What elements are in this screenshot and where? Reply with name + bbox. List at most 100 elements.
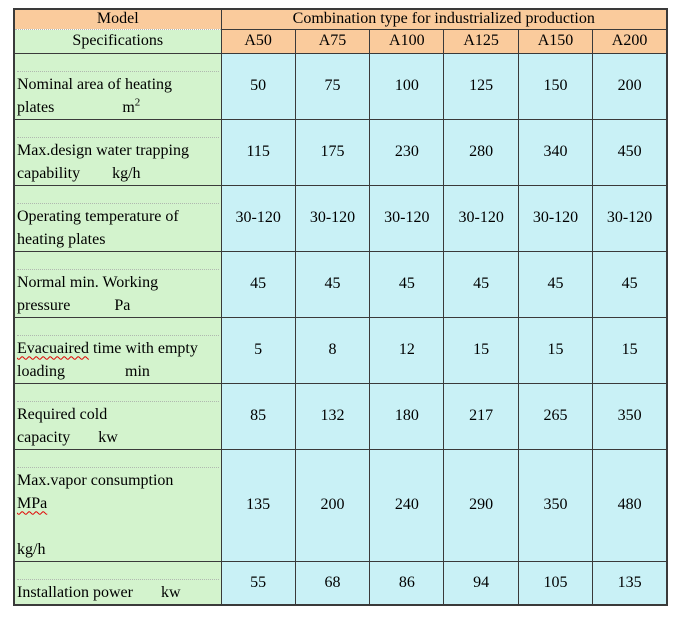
value-cell-evacuation-time-a50: 5 <box>220 316 296 384</box>
table-row-working-pressure: Normal min. Working pressure Pa 45 45 45 45 45… <box>13 250 668 318</box>
row-label-evacuation-time: Evacuaired time with empty loading min <box>13 316 222 384</box>
label-text: plates m <box>17 98 135 116</box>
table-row-installation-power: Installation power kw 55 68 86 94 105 135 <box>13 560 668 605</box>
label-line: heating plates <box>17 228 219 251</box>
label-line: Operating temperature of <box>17 205 219 228</box>
row-label-nominal-area: Nominal area of heating plates m2 <box>13 52 222 120</box>
label-line: capability kg/h <box>17 162 219 185</box>
row-label-water-trapping: Max.design water trapping capability kg/h <box>13 118 222 186</box>
label-text: capacity kw <box>17 428 118 446</box>
model-header-cell: Model <box>13 8 222 30</box>
value-cell-cold-capacity-a125: 217 <box>443 382 519 450</box>
table-row-cold-capacity: Required cold capacity kw 85 132 180 217 265 35… <box>13 382 668 450</box>
label-line: plates m2 <box>17 96 219 119</box>
row-label-text: Required cold capacity kw <box>15 384 220 449</box>
value-cell-nominal-area-a100: 100 <box>369 52 445 120</box>
table-row-nominal-area: Nominal area of heating plates m2 50 75 100 1… <box>13 52 668 120</box>
row-label-text: Operating temperature of heating plates <box>15 186 220 251</box>
value-cell-installation-power-a200: 135 <box>592 560 668 605</box>
value-cell-water-trapping-a75: 175 <box>294 118 371 186</box>
value-cell-vapor-consumption-a200: 480 <box>592 448 668 562</box>
value-cell-installation-power-a125: 94 <box>443 560 519 605</box>
row-label-text: Max.vapor consumption MPa kg/h <box>15 450 220 561</box>
header-row-model: Model Combination type for industrialize… <box>13 8 668 30</box>
spec-table-container: Model Combination type for industrialize… <box>13 8 668 606</box>
label-line: pressure Pa <box>17 294 219 317</box>
row-label-working-pressure: Normal min. Working pressure Pa <box>13 250 222 318</box>
value-cell-installation-power-a150: 105 <box>517 560 594 605</box>
value-cell-vapor-consumption-a50: 135 <box>220 448 296 562</box>
table-row-operating-temperature: Operating temperature of heating plates 30… <box>13 184 668 252</box>
label-text: Nominal area of heating <box>17 75 173 93</box>
value-cell-installation-power-a75: 68 <box>294 560 371 605</box>
value-cell-water-trapping-a125: 280 <box>443 118 519 186</box>
value-cell-cold-capacity-a100: 180 <box>369 382 445 450</box>
column-header-a200: A200 <box>592 28 668 54</box>
row-label-text: Max.design water trapping capability kg/h <box>15 120 220 185</box>
value-cell-evacuation-time-a150: 15 <box>517 316 594 384</box>
label-line: MPa <box>17 492 219 515</box>
value-cell-water-trapping-a50: 115 <box>220 118 296 186</box>
row-label-text: Nominal area of heating plates m2 <box>15 54 220 119</box>
label-line: Max.design water trapping <box>17 139 219 162</box>
value-cell-working-pressure-a100: 45 <box>369 250 445 318</box>
value-cell-operating-temperature-a150: 30-120 <box>517 184 594 252</box>
value-cell-cold-capacity-a200: 350 <box>592 382 668 450</box>
combination-type-table: Model Combination type for industrialize… <box>13 8 668 606</box>
value-cell-evacuation-time-a100: 12 <box>369 316 445 384</box>
label-text: Required cold <box>17 405 108 423</box>
value-cell-nominal-area-a150: 150 <box>517 52 594 120</box>
combination-header-cell: Combination type for industrialized prod… <box>220 8 668 30</box>
value-cell-installation-power-a50: 55 <box>220 560 296 605</box>
label-text: Normal min. Working <box>17 273 159 291</box>
row-label-cold-capacity: Required cold capacity kw <box>13 382 222 450</box>
value-cell-working-pressure-a50: 45 <box>220 250 296 318</box>
value-cell-vapor-consumption-a100: 240 <box>369 448 445 562</box>
label-line: Evacuaired time with empty <box>17 337 219 360</box>
value-cell-nominal-area-a75: 75 <box>294 52 371 120</box>
value-cell-water-trapping-a100: 230 <box>369 118 445 186</box>
value-cell-evacuation-time-a125: 15 <box>443 316 519 384</box>
value-cell-vapor-consumption-a125: 290 <box>443 448 519 562</box>
label-line: Required cold <box>17 403 219 426</box>
value-cell-working-pressure-a150: 45 <box>517 250 594 318</box>
label-text: Installation power kw <box>17 583 181 601</box>
value-cell-water-trapping-a150: 340 <box>517 118 594 186</box>
label-line: Installation power kw <box>17 581 219 604</box>
value-cell-operating-temperature-a200: 30-120 <box>592 184 668 252</box>
value-cell-vapor-consumption-a150: 350 <box>517 448 594 562</box>
value-cell-cold-capacity-a75: 132 <box>294 382 371 450</box>
label-text: time with empty <box>88 339 198 357</box>
row-label-installation-power: Installation power kw <box>13 560 222 605</box>
label-text: heating plates <box>17 230 106 248</box>
label-line: Normal min. Working <box>17 271 219 294</box>
label-text: kg/h <box>17 540 46 558</box>
value-cell-working-pressure-a125: 45 <box>443 250 519 318</box>
value-cell-operating-temperature-a100: 30-120 <box>369 184 445 252</box>
value-cell-working-pressure-a200: 45 <box>592 250 668 318</box>
value-cell-nominal-area-a125: 125 <box>443 52 519 120</box>
value-cell-evacuation-time-a75: 8 <box>294 316 371 384</box>
label-text: loading min <box>17 362 150 380</box>
value-cell-vapor-consumption-a75: 200 <box>294 448 371 562</box>
table-row-vapor-consumption: Max.vapor consumption MPa kg/h 135 200 240 29… <box>13 448 668 562</box>
value-cell-water-trapping-a200: 450 <box>592 118 668 186</box>
value-cell-nominal-area-a50: 50 <box>220 52 296 120</box>
label-line <box>17 515 219 538</box>
value-cell-installation-power-a100: 86 <box>369 560 445 605</box>
value-cell-nominal-area-a200: 200 <box>592 52 668 120</box>
label-line: Max.vapor consumption <box>17 469 219 492</box>
label-text: Max.vapor consumption <box>17 471 174 489</box>
row-label-text: Evacuaired time with empty loading min <box>15 318 220 383</box>
value-cell-operating-temperature-a75: 30-120 <box>294 184 371 252</box>
label-line: loading min <box>17 360 219 383</box>
column-header-a100: A100 <box>369 28 445 54</box>
label-line: kg/h <box>17 538 219 561</box>
value-cell-working-pressure-a75: 45 <box>294 250 371 318</box>
row-label-text: Normal min. Working pressure Pa <box>15 252 220 317</box>
column-header-a125: A125 <box>443 28 519 54</box>
misspelled-word: Evacuaired <box>17 339 89 357</box>
label-line: capacity kw <box>17 426 219 449</box>
row-label-vapor-consumption: Max.vapor consumption MPa kg/h <box>13 448 222 562</box>
value-cell-evacuation-time-a200: 15 <box>592 316 668 384</box>
